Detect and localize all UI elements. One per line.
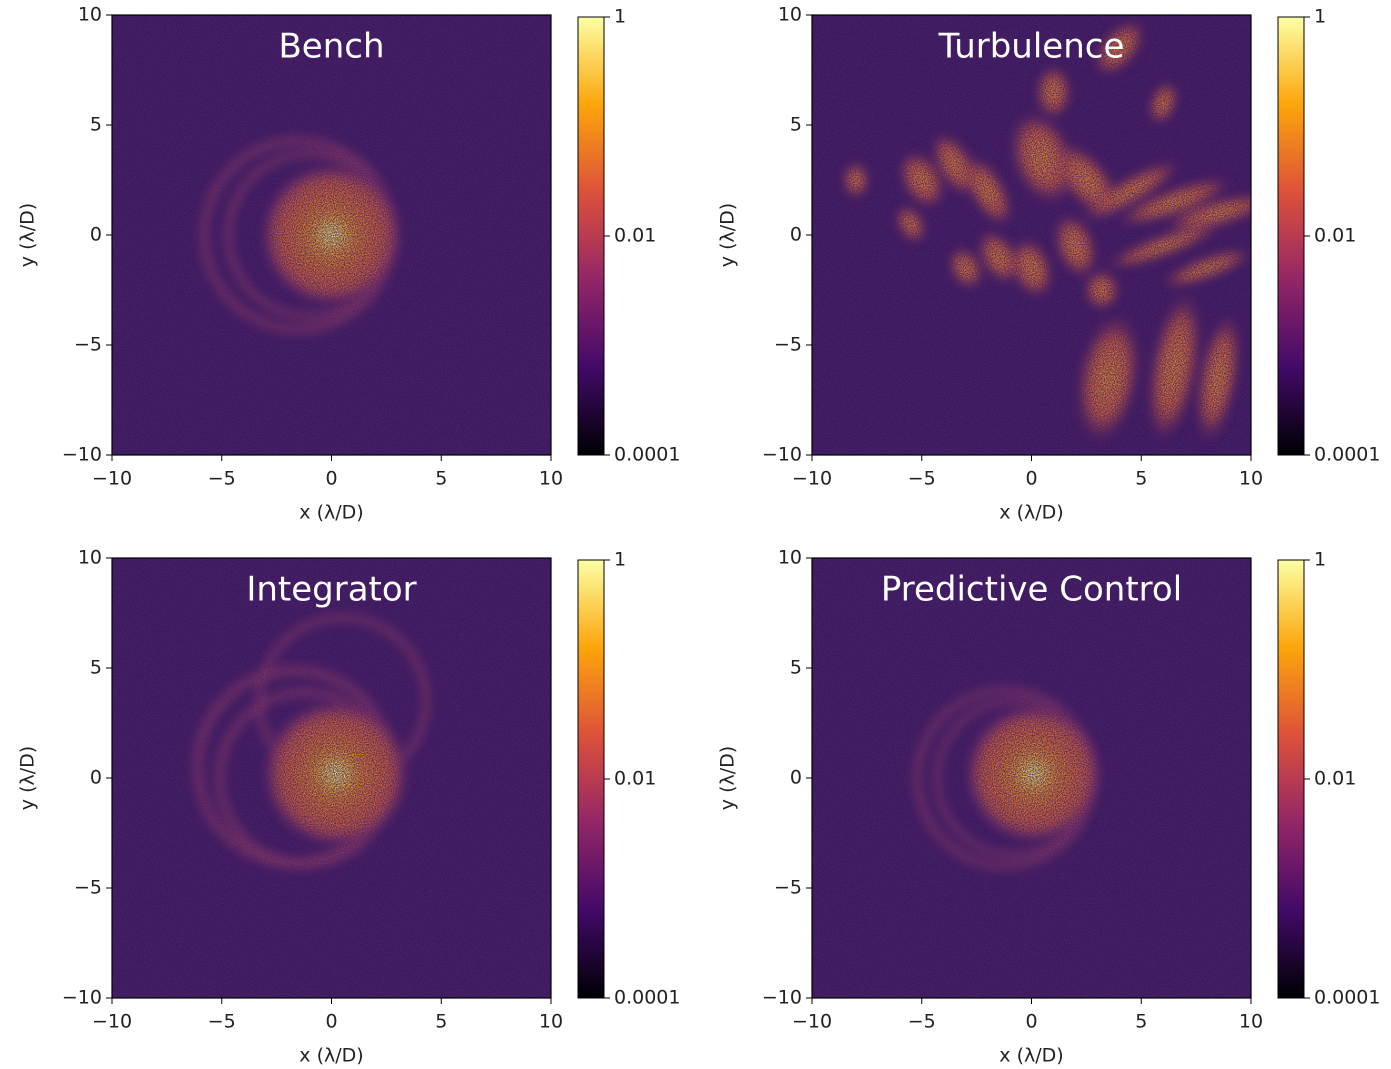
colorbar-tick-label: 0.01: [1314, 225, 1356, 247]
panel-title: Integrator: [246, 570, 416, 610]
x-tick-label: 0: [1025, 1011, 1037, 1033]
colorbar-tick-label: 1: [1314, 549, 1326, 571]
x-tick-label: 10: [1239, 468, 1263, 490]
x-tick-label: 5: [435, 468, 447, 490]
y-tick-label: −5: [74, 877, 102, 899]
x-tick-label: 10: [539, 468, 563, 490]
x-tick-label: 5: [1135, 468, 1147, 490]
colorbar-tick-label: 0.0001: [614, 987, 680, 1009]
panel-title: Bench: [278, 27, 384, 67]
heatmap-image: [812, 15, 1251, 455]
x-axis-label: x (λ/D): [999, 502, 1063, 524]
x-tick-label: 10: [539, 1011, 563, 1033]
heatmap-image: [112, 15, 551, 455]
y-tick-label: 5: [790, 114, 802, 136]
x-tick-label: 0: [1025, 468, 1037, 490]
colorbar-tick-label: 0.0001: [614, 444, 680, 466]
x-tick-label: −5: [208, 468, 236, 490]
x-tick-label: −10: [92, 1011, 132, 1033]
x-tick-label: −5: [908, 1011, 936, 1033]
x-tick-label: −5: [208, 1011, 236, 1033]
y-tick-label: 0: [790, 224, 802, 246]
y-tick-label: −10: [62, 987, 102, 1009]
colorbar-tick-label: 0.0001: [1314, 444, 1380, 466]
panel-title: Predictive Control: [881, 570, 1182, 610]
y-tick-label: 10: [778, 4, 802, 26]
x-tick-label: −10: [92, 468, 132, 490]
y-tick-label: −5: [774, 334, 802, 356]
y-tick-label: 10: [78, 547, 102, 569]
y-tick-label: −10: [762, 987, 802, 1009]
colorbar-tick-label: 0.01: [614, 225, 656, 247]
y-axis-label: y (λ/D): [717, 203, 739, 267]
colorbar-tick-label: 0.01: [614, 768, 656, 790]
y-axis-label: y (λ/D): [17, 203, 39, 267]
noise: [812, 558, 1251, 998]
colorbar-tick-label: 0.01: [1314, 768, 1356, 790]
x-tick-label: 0: [325, 1011, 337, 1033]
y-axis-label: y (λ/D): [717, 746, 739, 810]
noise: [812, 15, 1251, 455]
y-tick-label: −10: [62, 444, 102, 466]
y-tick-label: −5: [774, 877, 802, 899]
y-tick-label: 0: [790, 767, 802, 789]
x-tick-label: 5: [1135, 1011, 1147, 1033]
colorbar: [577, 559, 605, 999]
x-axis-label: x (λ/D): [299, 1045, 363, 1067]
heatmap-image: [812, 558, 1251, 998]
y-tick-label: 5: [90, 114, 102, 136]
noise: [112, 15, 551, 455]
colorbar: [1277, 16, 1305, 456]
colorbar-tick-label: 1: [1314, 6, 1326, 28]
y-tick-label: −10: [762, 444, 802, 466]
x-tick-label: −10: [792, 1011, 832, 1033]
noise: [112, 558, 551, 998]
y-tick-label: −5: [74, 334, 102, 356]
x-tick-label: −10: [792, 468, 832, 490]
x-tick-label: −5: [908, 468, 936, 490]
colorbar: [1277, 559, 1305, 999]
y-tick-label: 0: [90, 224, 102, 246]
x-tick-label: 0: [325, 468, 337, 490]
colorbar-tick-label: 0.0001: [1314, 987, 1380, 1009]
colorbar: [577, 16, 605, 456]
colorbar-tick-label: 1: [614, 6, 626, 28]
y-tick-label: 10: [778, 547, 802, 569]
x-axis-label: x (λ/D): [999, 1045, 1063, 1067]
y-tick-label: 0: [90, 767, 102, 789]
heatmap-image: [112, 558, 551, 998]
x-axis-label: x (λ/D): [299, 502, 363, 524]
colorbar-tick-label: 1: [614, 549, 626, 571]
y-tick-label: 10: [78, 4, 102, 26]
y-tick-label: 5: [790, 657, 802, 679]
x-tick-label: 10: [1239, 1011, 1263, 1033]
y-tick-label: 5: [90, 657, 102, 679]
x-tick-label: 5: [435, 1011, 447, 1033]
panel-title: Turbulence: [938, 27, 1125, 67]
y-axis-label: y (λ/D): [17, 746, 39, 810]
